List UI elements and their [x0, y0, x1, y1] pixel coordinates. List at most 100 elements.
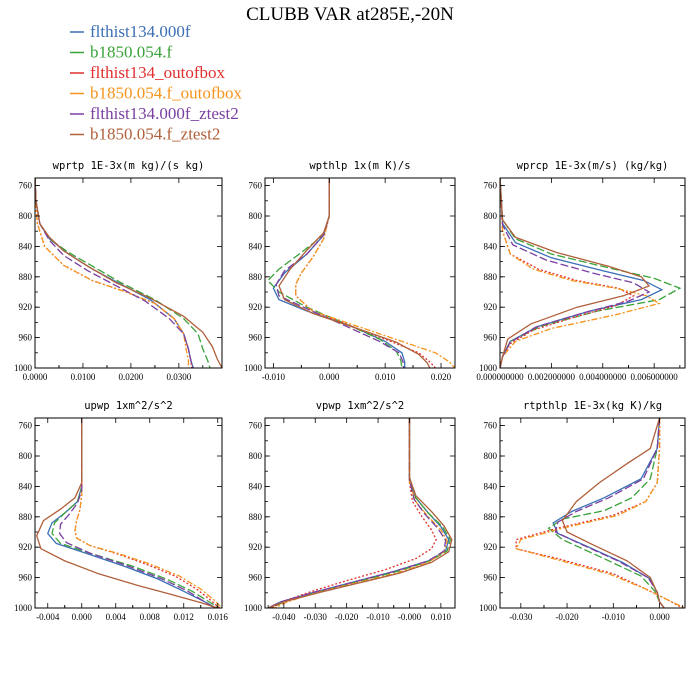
- plot-frame: [499, 417, 686, 609]
- panel-title: wpthlp 1x(m K)/s: [309, 160, 410, 172]
- y-tick-label: 880: [19, 512, 33, 522]
- y-tick-label: 840: [19, 481, 33, 491]
- x-tick-label: 0.0200: [119, 372, 144, 382]
- x-tick-label: 0.004000000: [579, 372, 627, 382]
- chart-panel: rtpthlp 1E-3x(kg K)/kg 760 800 840 880 920 960…: [479, 400, 686, 622]
- chart-panel: wpthlp 1x(m K)/s 760 800 840 880 920 960 1000-0…: [244, 160, 456, 382]
- series-line: [47, 418, 217, 608]
- panel-title: rtpthlp 1E-3x(kg K)/kg: [523, 400, 662, 412]
- chart-panel: wprcp 1E-3x(m/s) (kg/kg) 760 800 840 880 920 9…: [476, 160, 686, 382]
- x-tick-label: -0.004: [36, 612, 60, 622]
- x-tick-label: 0.002000000: [528, 372, 576, 382]
- y-tick-label: 920: [249, 302, 263, 312]
- series-line: [74, 418, 222, 608]
- x-tick-label: 0.016: [208, 612, 229, 622]
- x-tick-label: 0.0000: [23, 372, 48, 382]
- x-tick-label: -0.010: [262, 372, 286, 382]
- plot-frame: [264, 177, 456, 369]
- y-tick-label: 960: [484, 333, 498, 343]
- chart-panel: vpwp 1xm^2/s^2 760 800 840 880 920 960 1000 -0.0…: [244, 400, 456, 622]
- series-line: [275, 178, 405, 368]
- legend-entry: b1850.054.f_outofbox: [70, 84, 243, 103]
- y-tick-label: 1000: [479, 603, 498, 613]
- y-tick-label: 960: [249, 333, 263, 343]
- y-tick-label: 880: [249, 512, 263, 522]
- series-line: [267, 418, 447, 608]
- x-tick-label: 0.000: [72, 612, 93, 622]
- y-tick-label: 1000: [244, 603, 263, 613]
- y-tick-label: 760: [484, 181, 498, 191]
- series-line: [547, 418, 665, 608]
- y-tick-label: 840: [249, 241, 263, 251]
- legend-label: b1850.054.f_outofbox: [90, 84, 243, 103]
- series-group: [500, 178, 682, 368]
- panel-title: vpwp 1xm^2/s^2: [316, 400, 405, 412]
- series-line: [561, 418, 665, 608]
- legend-entry: b1850.054.f_ztest2: [70, 125, 220, 144]
- y-tick-label: 840: [249, 481, 263, 491]
- y-tick-label: 760: [249, 181, 263, 191]
- x-tick-label: 0.006000000: [631, 372, 679, 382]
- y-tick-label: 800: [484, 211, 498, 221]
- legend-label: b1850.054.f_ztest2: [90, 125, 220, 144]
- y-tick-label: 760: [19, 421, 33, 431]
- series-line: [500, 178, 661, 368]
- page-title: CLUBB VAR at285E,-20N: [246, 4, 454, 25]
- x-tick-label: 0.020: [431, 372, 452, 382]
- series-line: [272, 178, 406, 368]
- y-tick-label: 760: [484, 421, 498, 431]
- y-tick-label: 960: [249, 573, 263, 583]
- series-line: [58, 418, 215, 608]
- y-tick-label: 1000: [244, 363, 263, 373]
- y-tick-label: 840: [484, 241, 498, 251]
- series-line: [500, 178, 651, 368]
- series-line: [554, 418, 665, 608]
- series-line: [35, 178, 222, 368]
- plot-frame: [34, 417, 223, 609]
- x-tick-label: 0.000: [319, 372, 340, 382]
- series-line: [35, 178, 194, 368]
- legend-entry: flthist134.000f: [70, 22, 191, 41]
- series-line: [35, 178, 193, 368]
- series-line: [295, 178, 436, 368]
- legend-label: b1850.054.f: [90, 43, 173, 62]
- panel-title: wprcp 1E-3x(m/s) (kg/kg): [517, 160, 669, 172]
- x-tick-label: 0.000: [649, 612, 670, 622]
- x-tick-label: 0.010: [375, 372, 396, 382]
- series-line: [35, 178, 194, 368]
- legend-entry: flthist134.000f_ztest2: [70, 104, 239, 123]
- series-line: [552, 418, 665, 608]
- y-tick-label: 800: [249, 211, 263, 221]
- series-line: [278, 178, 431, 368]
- y-tick-label: 920: [249, 542, 263, 552]
- x-tick-label: -0.040: [272, 612, 296, 622]
- y-tick-label: 800: [19, 451, 33, 461]
- legend-label: flthist134.000f_ztest2: [90, 104, 239, 123]
- x-tick-label: 0.000000000: [476, 372, 524, 382]
- plot-frame: [499, 177, 686, 369]
- x-tick-label: -0.000: [398, 612, 422, 622]
- panel-title: wprtp 1E-3x(m kg)/(s kg): [53, 160, 205, 172]
- legend-label: flthist134_outofbox: [90, 63, 226, 82]
- series-line: [35, 178, 190, 368]
- series-line: [500, 178, 682, 368]
- x-tick-label: 0.004: [106, 612, 127, 622]
- series-line: [295, 178, 455, 368]
- y-tick-label: 880: [484, 512, 498, 522]
- y-tick-label: 920: [19, 542, 33, 552]
- y-tick-label: 880: [19, 272, 33, 282]
- series-line: [267, 418, 453, 608]
- y-tick-label: 1000: [14, 603, 33, 613]
- y-tick-label: 800: [484, 451, 498, 461]
- y-tick-label: 1000: [14, 363, 33, 373]
- x-tick-label: 0.008: [140, 612, 161, 622]
- legend-label: flthist134.000f: [90, 22, 191, 41]
- legend-entry: flthist134_outofbox: [70, 63, 226, 82]
- series-group: [515, 418, 685, 608]
- y-tick-label: 880: [249, 272, 263, 282]
- series-line: [36, 418, 218, 608]
- y-tick-label: 800: [249, 451, 263, 461]
- y-tick-label: 840: [484, 481, 498, 491]
- y-tick-label: 960: [19, 333, 33, 343]
- y-tick-label: 760: [19, 181, 33, 191]
